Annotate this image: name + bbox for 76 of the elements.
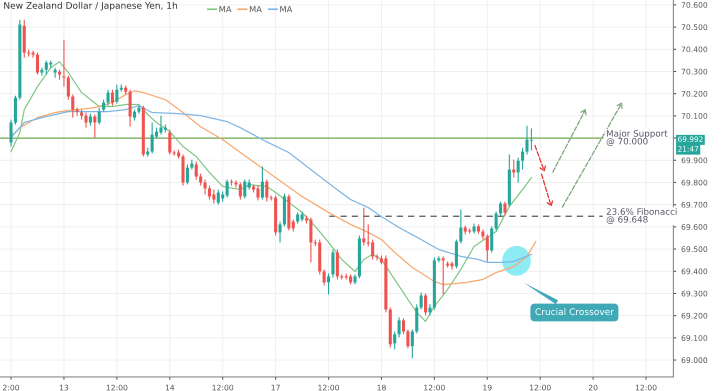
ref-line-label: 23.6% Fibonacci @ 69.648 [606, 208, 677, 224]
candlestick [410, 328, 414, 359]
legend-label: MA [220, 6, 232, 12]
candlestick [362, 206, 366, 246]
candlestick [110, 89, 114, 106]
candlestick [353, 274, 357, 285]
candlestick [256, 185, 260, 202]
candlestick [80, 109, 84, 120]
candlestick [190, 159, 194, 170]
candlestick [71, 94, 74, 118]
candlestick [296, 212, 300, 224]
candlestick [503, 201, 506, 216]
candlestick [516, 157, 520, 184]
candlestick [415, 304, 418, 334]
candlestick [442, 256, 445, 295]
candlestick [476, 224, 480, 234]
candlestick [9, 119, 13, 148]
candlestick [204, 179, 207, 196]
candlestick [490, 226, 494, 253]
candlestick [472, 222, 476, 234]
candlestick [212, 189, 216, 204]
candlestick [481, 228, 484, 240]
candlestick [424, 292, 428, 316]
candlestick [106, 89, 110, 106]
candlestick [54, 67, 57, 78]
candlestick [340, 274, 344, 280]
candlestick [216, 189, 220, 206]
candlestick [93, 114, 96, 138]
candlestick [498, 201, 502, 216]
candlestick [494, 210, 498, 231]
candlestick [58, 69, 62, 80]
candlestick [159, 115, 163, 136]
candlestick [336, 248, 339, 280]
ref-line-label: Major Support @ 70.000 [606, 130, 668, 146]
candlestick [459, 208, 462, 244]
candlestick [406, 328, 410, 349]
candlestick [265, 179, 268, 202]
candlestick [88, 113, 92, 126]
chart-title: New Zealand Dollar / Japanese Yen, 1h [4, 2, 177, 11]
candlestick [102, 99, 106, 112]
candlestick [525, 125, 529, 156]
candlestick [168, 129, 172, 156]
candlestick [186, 164, 189, 186]
candlestick [150, 122, 154, 154]
candlestick [208, 185, 212, 200]
candlestick [260, 166, 264, 200]
legend-label: MA [250, 6, 262, 12]
candlestick [420, 292, 423, 310]
candlestick [512, 159, 516, 178]
candlestick [115, 84, 118, 104]
candlestick [199, 173, 202, 186]
candlestick [309, 216, 312, 263]
candlestick [238, 182, 242, 200]
candlestick [194, 161, 198, 180]
candlestick [132, 109, 136, 122]
candlestick [398, 316, 401, 338]
candlestick [49, 60, 52, 68]
candlestick [393, 330, 396, 350]
candlestick [327, 272, 330, 295]
candlestick [66, 75, 70, 100]
candlestick [84, 112, 88, 128]
candlestick [486, 234, 489, 262]
candlestick [146, 147, 150, 158]
candlestick [36, 52, 40, 76]
candlestick [521, 147, 524, 170]
legend-label: MA [280, 6, 292, 12]
candlestick [278, 220, 282, 243]
candlestick [322, 268, 326, 286]
candlestick [120, 84, 123, 92]
candlestick [402, 318, 406, 335]
candlestick [243, 179, 246, 200]
candlestick [331, 248, 334, 278]
candlestick [98, 107, 101, 126]
line-series [10, 90, 536, 286]
candlestick [428, 304, 432, 316]
annotation: Crucial Crossover [535, 308, 614, 316]
